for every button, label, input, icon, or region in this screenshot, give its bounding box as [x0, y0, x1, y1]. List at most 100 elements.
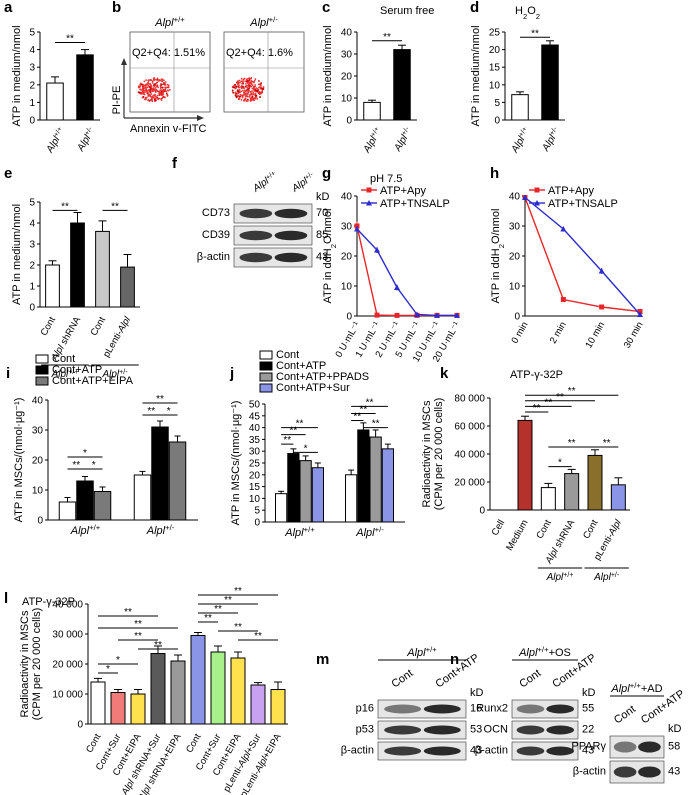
event-dot [238, 86, 240, 89]
event-dot [167, 86, 170, 89]
event-dot [259, 83, 261, 86]
blot-title: Alpl+/+ [406, 645, 437, 660]
y-tick-label: 0 [346, 116, 352, 127]
event-dot [163, 88, 166, 91]
category-label: 2 min [548, 320, 569, 346]
genotype-label: Alpl+/- [392, 125, 415, 154]
kd-header: kD [582, 687, 596, 699]
legend-swatch [259, 361, 273, 371]
event-dot [151, 80, 154, 83]
blot-kd-value: 58 [668, 741, 680, 753]
event-dot [246, 98, 249, 101]
y-tick-label: 0 [29, 303, 35, 314]
significance-mark: ** [568, 386, 576, 397]
blot-kd-value: 70 [316, 207, 328, 219]
genotype-label: Alpl+/+ [361, 126, 385, 156]
event-dot [238, 79, 241, 82]
significance-mark: * [106, 664, 110, 675]
event-dot [145, 86, 147, 89]
event-dot [251, 84, 254, 87]
event-dot [258, 86, 260, 89]
data-point [599, 304, 605, 310]
category-label: 0 min [509, 320, 530, 346]
event-dot [244, 90, 247, 93]
event-dot [148, 100, 151, 103]
event-dot [149, 82, 151, 85]
data-point [560, 226, 567, 232]
y-tick-label: 1 [29, 282, 35, 293]
y-tick-label: 40 [32, 396, 44, 407]
event-dot [150, 84, 152, 87]
event-dot [245, 82, 247, 85]
event-dot [246, 90, 248, 93]
event-dot [246, 95, 249, 98]
blot-kd-value: 43 [668, 766, 680, 778]
event-dot [244, 95, 247, 98]
blot-strip [511, 699, 579, 719]
panel-letter: m [316, 651, 329, 668]
event-dot [253, 97, 256, 99]
bar [311, 467, 324, 523]
series-line [524, 197, 641, 313]
event-dot [249, 100, 252, 102]
significance-mark: ** [366, 397, 374, 408]
bar [363, 101, 381, 121]
bar [151, 426, 169, 521]
blot-strip [511, 720, 579, 740]
legend-label: Cont+ATP+EIPA [52, 375, 134, 387]
event-dot [155, 81, 158, 84]
event-dot [154, 97, 157, 100]
event-dot [139, 84, 142, 87]
panel-letter: l [4, 590, 8, 607]
event-dot [259, 96, 261, 99]
category-label: Cont [84, 732, 104, 755]
event-dot [231, 89, 234, 92]
blot-kd-value: 55 [582, 703, 594, 715]
event-dot [250, 76, 253, 79]
significance-mark: ** [147, 406, 155, 417]
event-dot [147, 92, 149, 95]
kd-header: kD [668, 723, 682, 735]
blot-band [638, 766, 661, 778]
panel-c: c Serum free 0 10 20 30 40 ATP in medium/nmol Al… [322, 0, 434, 156]
y-axis-label: ATP in ddH2O/nmol [490, 209, 506, 304]
y-tick-label: 20 [341, 72, 353, 83]
event-dot [143, 80, 146, 83]
y-tick-label: 5 [254, 506, 260, 517]
event-dot [146, 89, 149, 92]
y-tick-label: 5 [29, 198, 35, 209]
event-dot [152, 96, 155, 99]
panel-letter: g [322, 165, 331, 182]
legend-label: Cont+ATP [52, 364, 102, 376]
event-dot [146, 86, 149, 89]
legend-label: Cont+ATP [276, 360, 326, 372]
y-tick-label: 15 [249, 482, 261, 493]
y-tick-label: 3 [29, 240, 35, 251]
significance-mark: ** [204, 613, 212, 624]
legend-swatch [259, 372, 273, 382]
bar [610, 484, 626, 511]
event-dot [247, 81, 249, 84]
blot-strip [377, 720, 467, 740]
y-tick-label: 4 [29, 219, 35, 230]
blot-band [274, 252, 308, 263]
y-tick-label: 10 [509, 282, 521, 293]
blot-kd-value: 43 [470, 745, 482, 757]
event-dot [255, 87, 258, 90]
blot-strip [609, 760, 665, 784]
data-point [414, 311, 420, 317]
panel-letter: i [6, 365, 10, 382]
y-axis-label: (CPM per 20 000 cells) [31, 608, 43, 721]
event-dot [243, 93, 245, 96]
bar [120, 266, 135, 308]
panel-a: a 0 1 2 3 4 5 ATP in medium/nmol Alpl+/+ Alpl+/- *… [4, 0, 100, 156]
y-tick-label: 40 [249, 423, 261, 434]
event-dot [246, 92, 249, 95]
event-dot [246, 88, 249, 91]
significance-mark: ** [214, 604, 222, 615]
y-axis-label: (CPM per 20 000 cells) [433, 398, 445, 511]
y-axis-label: ATP in medium/nmol [470, 25, 482, 126]
y-tick-label: 25 [249, 459, 261, 470]
blot-band [239, 252, 273, 263]
event-dot [156, 84, 159, 87]
